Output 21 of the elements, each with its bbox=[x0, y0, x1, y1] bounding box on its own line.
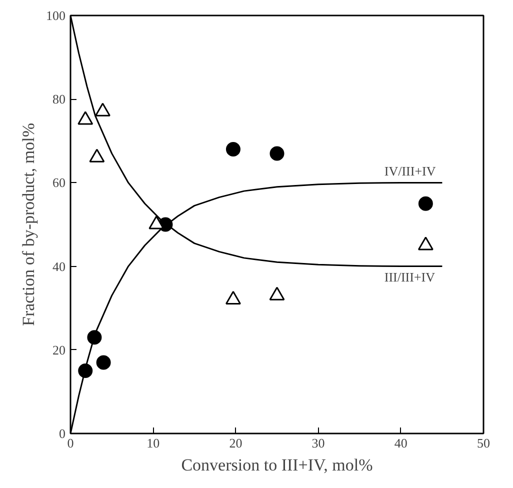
y-tick-label: 80 bbox=[52, 92, 66, 107]
x-tick-label: 40 bbox=[394, 436, 408, 450]
point bbox=[89, 148, 105, 162]
point bbox=[94, 102, 110, 116]
annotation: III/III+IV bbox=[384, 269, 436, 284]
x-tick-label: 20 bbox=[229, 436, 242, 450]
x-tick-label: 30 bbox=[312, 436, 325, 450]
point bbox=[96, 355, 111, 370]
x-tick-label: 10 bbox=[146, 436, 160, 450]
x-tick-label: 50 bbox=[477, 436, 490, 450]
y-tick-label: 20 bbox=[52, 342, 66, 358]
point bbox=[418, 236, 434, 250]
point bbox=[78, 111, 94, 125]
y-tick-label: 0 bbox=[59, 426, 66, 441]
y-axis-title: Fraction of by-product, mol% bbox=[19, 122, 38, 326]
y-tick-label: 40 bbox=[52, 258, 66, 274]
y-tick-label: 100 bbox=[46, 8, 66, 23]
x-axis-title: Conversion to III+IV, mol% bbox=[181, 456, 373, 474]
y-tick-label: 60 bbox=[52, 175, 66, 190]
point bbox=[418, 196, 433, 211]
annotation: IV/III+IV bbox=[384, 164, 436, 179]
